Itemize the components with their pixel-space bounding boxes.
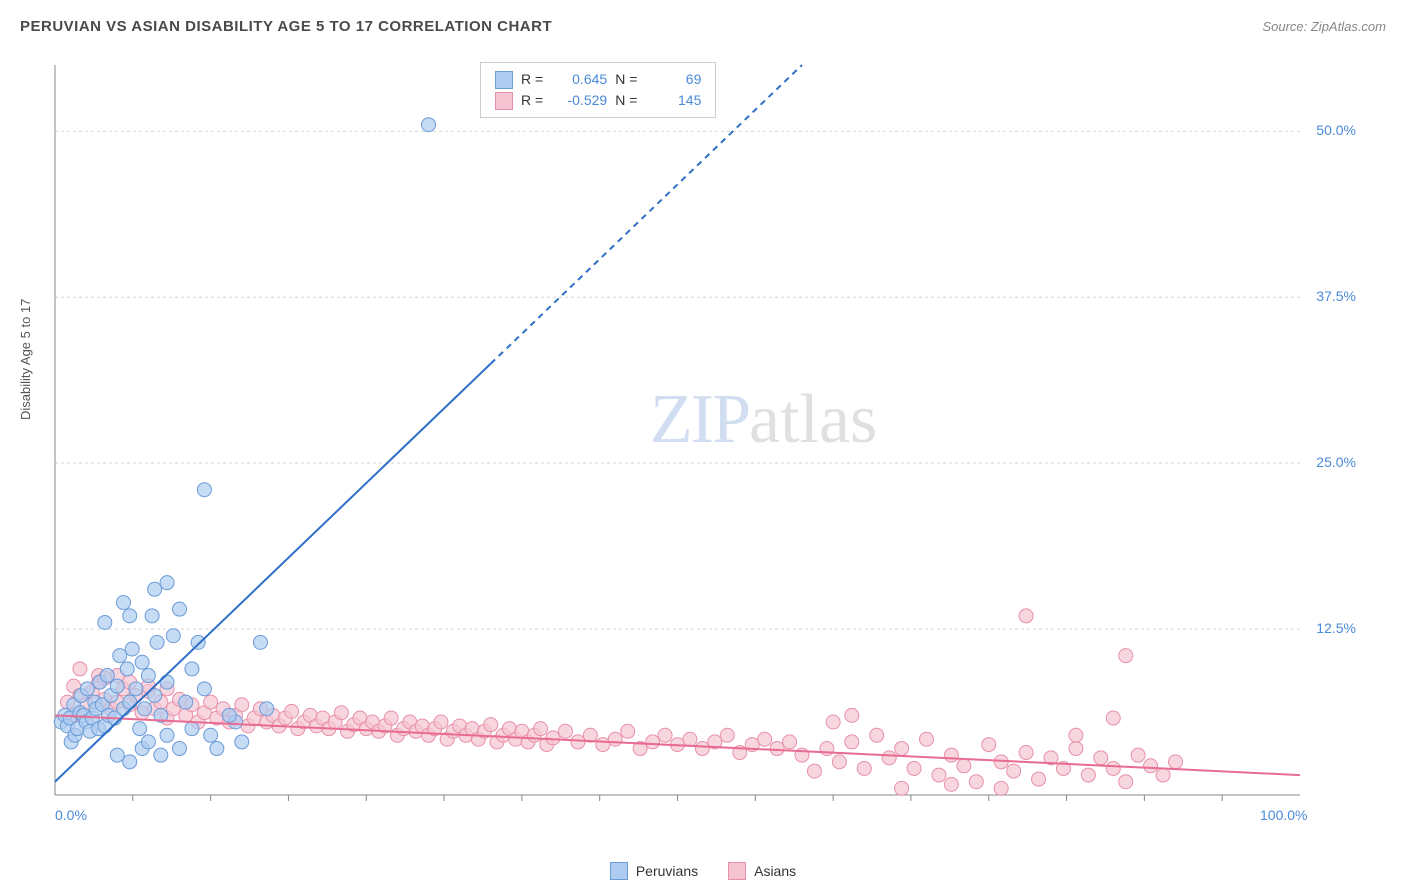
legend-row-peruvians: R = 0.645 N = 69 — [495, 69, 701, 90]
chart-title: PERUVIAN VS ASIAN DISABILITY AGE 5 TO 17… — [20, 18, 552, 35]
legend-item-asians: Asians — [728, 862, 796, 880]
x-tick-label: 100.0% — [1260, 807, 1307, 823]
r-value-peruvians: 0.645 — [551, 69, 607, 90]
x-tick-label: 0.0% — [55, 807, 87, 823]
chart-header: PERUVIAN VS ASIAN DISABILITY AGE 5 TO 17… — [20, 18, 1386, 35]
y-axis-label: Disability Age 5 to 17 — [18, 299, 33, 420]
scatter-chart-svg — [50, 60, 1360, 820]
y-tick-label: 50.0% — [1306, 122, 1356, 138]
legend-item-peruvians: Peruvians — [610, 862, 698, 880]
chart-source: Source: ZipAtlas.com — [1262, 19, 1386, 34]
legend-swatch-asians-b — [728, 862, 746, 880]
legend-row-asians: R = -0.529 N = 145 — [495, 90, 701, 111]
correlation-legend: R = 0.645 N = 69 R = -0.529 N = 145 — [480, 62, 716, 118]
series-legend: Peruvians Asians — [0, 862, 1406, 880]
legend-swatch-peruvians-b — [610, 862, 628, 880]
y-tick-label: 12.5% — [1306, 620, 1356, 636]
legend-swatch-peruvians — [495, 71, 513, 89]
y-tick-label: 25.0% — [1306, 454, 1356, 470]
chart-plot-area — [50, 60, 1360, 820]
legend-swatch-asians — [495, 92, 513, 110]
r-value-asians: -0.529 — [551, 90, 607, 111]
n-value-peruvians: 69 — [645, 69, 701, 90]
y-tick-label: 37.5% — [1306, 288, 1356, 304]
n-value-asians: 145 — [645, 90, 701, 111]
